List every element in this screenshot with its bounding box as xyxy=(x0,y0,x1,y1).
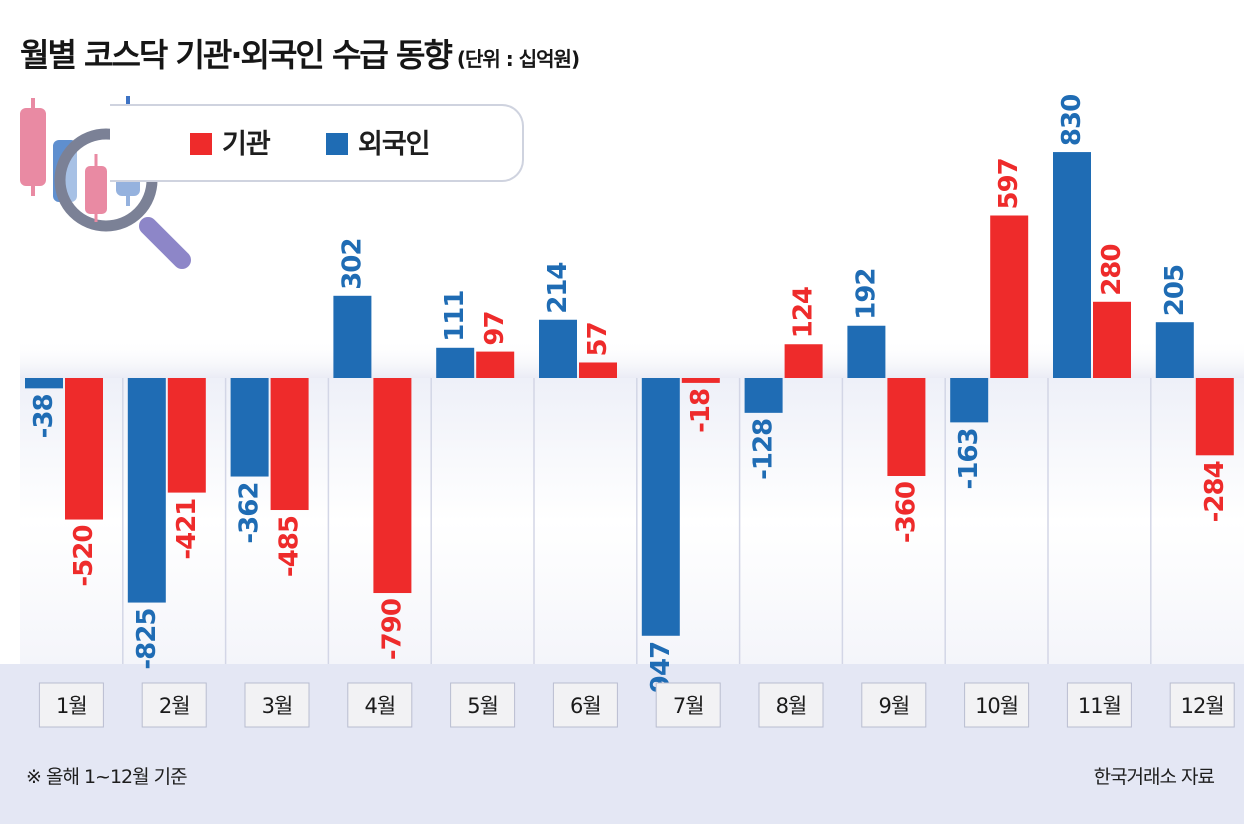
foreign-bar-3 xyxy=(230,378,269,477)
magnifier-handle-icon xyxy=(139,217,191,269)
legend-label-foreign: 외국인 xyxy=(358,129,431,160)
month-label-box-10 xyxy=(964,682,1030,728)
institution-bar-10 xyxy=(990,215,1029,378)
source-note: 한국거래소 자료 xyxy=(1093,766,1215,788)
month-label-box-7 xyxy=(655,682,721,728)
month-label-box-2 xyxy=(141,682,207,728)
foreign-bar-12 xyxy=(1155,322,1194,378)
foreign-value-label-6: 214 xyxy=(543,262,573,313)
foreign-value-label-9: 192 xyxy=(851,268,881,319)
foreign-value-label-3: -362 xyxy=(235,483,265,544)
plot-panel xyxy=(20,378,1244,664)
institution-value-label-12: -284 xyxy=(1200,461,1230,522)
institution-bar-2 xyxy=(167,378,206,493)
month-label-11: 11월 xyxy=(1078,694,1121,718)
month-label-8: 8월 xyxy=(776,694,807,718)
institution-value-label-11: 280 xyxy=(1097,245,1127,296)
month-label-1: 1월 xyxy=(56,694,87,718)
institution-bar-12 xyxy=(1195,378,1234,456)
institution-value-label-6: 57 xyxy=(583,322,613,356)
legend-label-institution: 기관 xyxy=(222,129,271,160)
foreign-value-label-5: 111 xyxy=(440,291,470,342)
baseline-shadow xyxy=(20,340,1244,378)
foreign-value-label-8: -128 xyxy=(749,419,779,480)
institution-bar-9 xyxy=(887,378,926,476)
footnote: ※ 올해 1~12월 기준 xyxy=(26,766,188,788)
institution-value-label-4: -790 xyxy=(377,599,407,660)
foreign-value-label-2: -825 xyxy=(132,609,162,670)
institution-value-label-5: 97 xyxy=(480,311,510,345)
foreign-bar-9 xyxy=(847,325,886,378)
month-label-9: 9월 xyxy=(878,694,909,718)
institution-value-label-1: -520 xyxy=(69,526,99,587)
month-label-2: 2월 xyxy=(159,694,190,718)
month-label-box-9 xyxy=(861,682,927,728)
legend-swatch-foreign xyxy=(326,133,348,155)
foreign-value-label-1: -38 xyxy=(29,394,59,438)
institution-value-label-10: 597 xyxy=(994,158,1024,209)
month-label-box-1 xyxy=(38,682,104,728)
month-label-box-6 xyxy=(552,682,618,728)
institution-bar-1 xyxy=(65,378,103,520)
foreign-value-label-10: -163 xyxy=(954,428,984,489)
title-text: 월별 코스닥 기관·외국인 수급 동향 xyxy=(20,36,453,74)
institution-bar-7 xyxy=(681,378,720,383)
foreign-bar-1 xyxy=(25,378,63,389)
institution-bar-11 xyxy=(1093,301,1131,378)
institution-value-label-3: -485 xyxy=(275,516,305,577)
foreign-bar-11 xyxy=(1053,152,1091,378)
unit-label: (단위 : 십억원) xyxy=(456,47,580,71)
foreign-bar-5 xyxy=(436,347,475,378)
foreign-value-label-4: 302 xyxy=(337,239,367,290)
legend-swatch-institution xyxy=(190,133,212,155)
month-label-box-4 xyxy=(347,682,413,728)
legend xyxy=(110,104,524,182)
foreign-bar-2 xyxy=(127,378,166,603)
month-label-12: 12월 xyxy=(1181,694,1224,718)
institution-bar-5 xyxy=(476,351,515,378)
institution-value-label-7: -18 xyxy=(686,389,716,433)
bottom-band xyxy=(0,664,1244,824)
month-label-6: 6월 xyxy=(570,694,601,718)
month-label-5: 5월 xyxy=(467,694,498,718)
institution-bar-3 xyxy=(270,378,309,511)
institution-value-label-2: -421 xyxy=(172,499,202,560)
month-label-4: 4월 xyxy=(364,694,395,718)
month-label-box-8 xyxy=(758,682,824,728)
institution-bar-6 xyxy=(579,362,617,378)
month-label-3: 3월 xyxy=(262,694,293,718)
institution-bar-8 xyxy=(784,344,823,378)
month-label-7: 7월 xyxy=(673,694,704,718)
institution-value-label-9: -360 xyxy=(891,482,921,543)
foreign-bar-4 xyxy=(333,295,372,378)
foreign-bar-8 xyxy=(744,378,783,413)
legend-item-institution: 기관 xyxy=(190,122,271,161)
month-label-box-12 xyxy=(1169,682,1235,728)
month-label-10: 10월 xyxy=(975,694,1018,718)
institution-value-label-8: 124 xyxy=(789,287,819,338)
foreign-bar-10 xyxy=(950,378,989,423)
foreign-bar-7 xyxy=(641,378,680,636)
institution-bar-4 xyxy=(373,378,412,594)
legend-item-foreign: 외국인 xyxy=(326,122,431,161)
month-label-box-3 xyxy=(244,682,310,728)
foreign-value-label-12: 205 xyxy=(1160,265,1190,316)
foreign-bar-6 xyxy=(539,319,577,378)
month-label-box-11 xyxy=(1066,682,1132,728)
chart-title: 월별 코스닥 기관·외국인 수급 동향 (단위 : 십억원) xyxy=(20,30,580,76)
foreign-value-label-11: 830 xyxy=(1057,95,1087,146)
month-label-box-5 xyxy=(450,682,516,728)
